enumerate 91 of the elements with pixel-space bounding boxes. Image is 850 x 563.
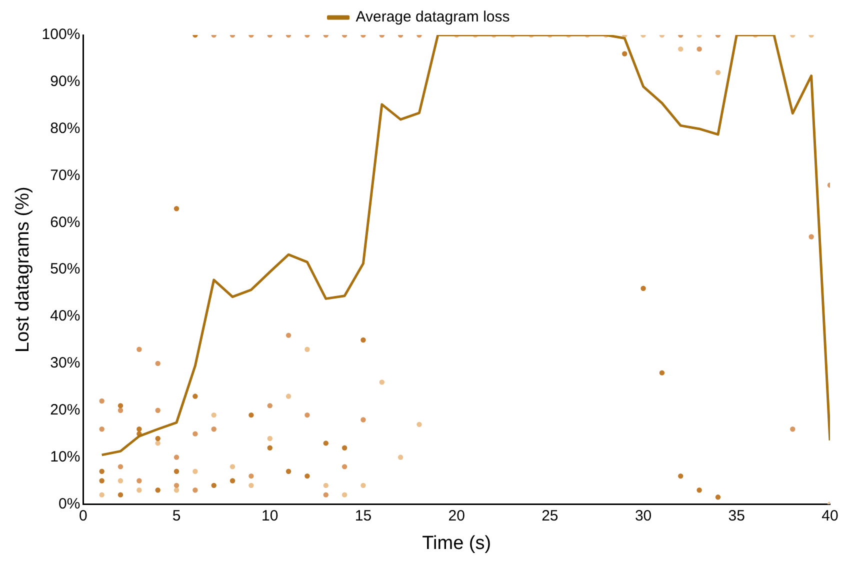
point <box>211 412 216 418</box>
point <box>342 492 348 498</box>
point <box>174 206 180 212</box>
x-tick-label: 15 <box>354 507 372 524</box>
point <box>99 468 104 474</box>
point <box>99 492 104 498</box>
point <box>323 482 328 488</box>
point <box>99 398 104 404</box>
y-tick-label: 80% <box>50 120 80 137</box>
point <box>304 412 310 418</box>
point <box>678 46 684 52</box>
point <box>248 412 254 418</box>
point <box>808 234 814 240</box>
point <box>118 478 124 484</box>
x-tick-label: 30 <box>634 507 652 524</box>
point <box>323 440 328 446</box>
point <box>286 394 292 399</box>
point <box>136 426 142 432</box>
point <box>211 426 216 432</box>
y-tick-label: 70% <box>50 166 80 184</box>
point <box>360 417 366 422</box>
point <box>696 488 702 493</box>
y-tick-label: 50% <box>50 260 80 278</box>
x-tick-label: 35 <box>728 507 745 524</box>
point <box>360 482 366 488</box>
point <box>118 408 124 413</box>
point <box>118 464 124 470</box>
point <box>211 482 216 488</box>
point <box>136 488 142 493</box>
point <box>342 464 348 470</box>
point <box>248 482 254 488</box>
point <box>715 70 721 76</box>
point <box>155 488 160 493</box>
point <box>267 445 272 450</box>
point <box>398 454 404 460</box>
point <box>155 440 160 446</box>
point <box>379 380 384 385</box>
point <box>155 436 160 442</box>
point <box>342 445 348 450</box>
point <box>416 422 422 428</box>
point <box>192 468 198 474</box>
x-tick-label: 40 <box>822 507 838 524</box>
point <box>304 473 310 479</box>
x-tick-label: 0 <box>78 507 88 524</box>
point <box>678 473 684 479</box>
y-tick-label: 100% <box>42 26 80 44</box>
point <box>360 337 366 343</box>
y-tick-label: 0% <box>58 495 80 512</box>
y-axis-title: Lost datagrams (%) <box>12 186 34 352</box>
point <box>230 464 236 470</box>
y-tick-label: 30% <box>50 354 80 372</box>
point <box>118 492 124 498</box>
point <box>640 286 646 291</box>
y-tick-label: 60% <box>50 214 80 231</box>
point <box>304 346 310 352</box>
point <box>118 403 124 408</box>
y-tick-label: 90% <box>50 73 80 90</box>
point <box>174 488 180 493</box>
point <box>99 478 104 484</box>
point <box>267 403 272 408</box>
point <box>99 426 104 432</box>
point <box>192 488 198 493</box>
x-axis-title: Time (s) <box>422 532 492 554</box>
point <box>155 408 160 413</box>
point <box>286 332 292 338</box>
point <box>659 370 665 376</box>
point <box>286 468 292 474</box>
point <box>696 46 702 52</box>
point <box>715 494 721 500</box>
point <box>230 478 236 484</box>
point <box>192 431 198 436</box>
point <box>174 454 180 460</box>
legend-label: Average datagram loss <box>356 8 510 26</box>
point <box>174 482 180 488</box>
point <box>136 478 142 484</box>
y-tick-label: 20% <box>50 402 80 418</box>
x-tick-label: 5 <box>172 507 181 524</box>
point <box>174 468 180 474</box>
point <box>267 436 272 442</box>
y-tick-label: 40% <box>50 308 80 325</box>
point <box>790 426 796 432</box>
x-tick-label: 25 <box>542 507 558 524</box>
x-tick-label: 20 <box>448 507 465 524</box>
point <box>155 360 160 366</box>
point <box>192 394 198 399</box>
y-tick-label: 10% <box>50 448 80 466</box>
point <box>136 346 142 352</box>
point <box>323 492 328 498</box>
point <box>248 473 254 479</box>
point <box>622 51 628 56</box>
x-tick-label: 10 <box>262 507 278 524</box>
